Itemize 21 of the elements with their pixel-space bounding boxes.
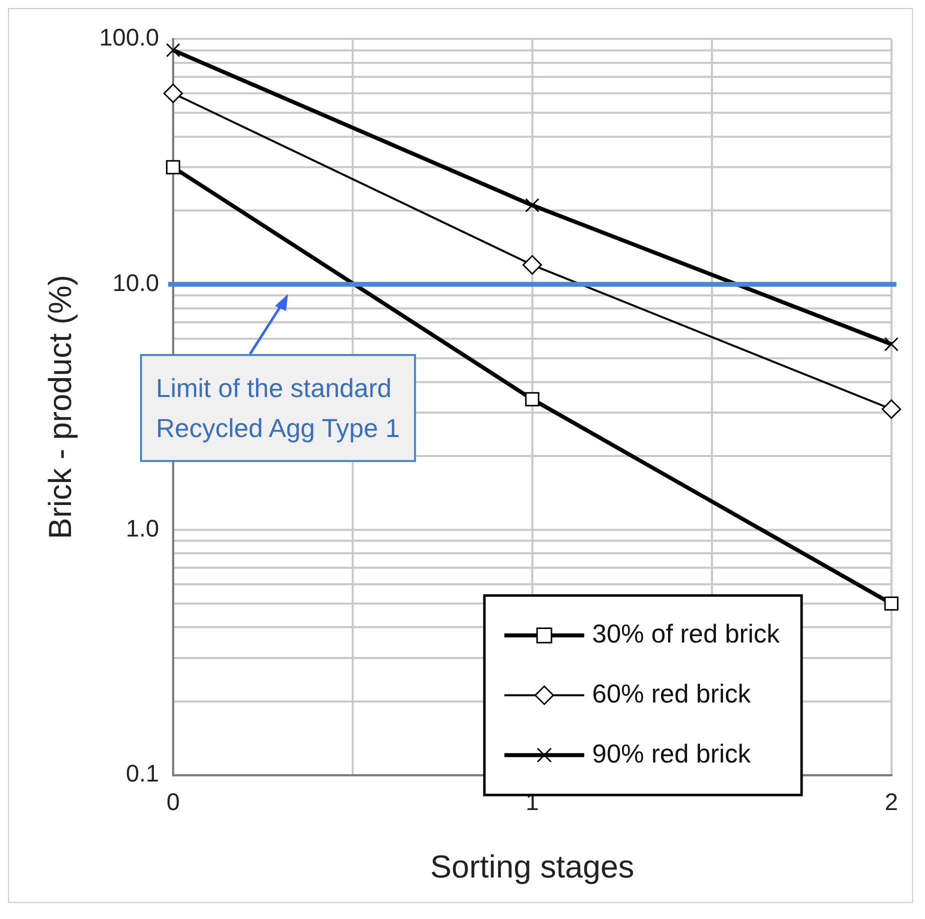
x-axis-title: Sorting stages	[430, 848, 634, 885]
point	[884, 596, 898, 611]
point	[166, 160, 180, 174]
y-axis-title: Brick - product (%)	[42, 274, 78, 540]
point	[884, 337, 898, 352]
point	[882, 399, 902, 419]
point	[525, 392, 540, 406]
y-tick-label: 10.0	[112, 270, 160, 297]
x-tick-label: 0	[166, 789, 180, 816]
legend-label: 90% red brick	[592, 740, 751, 768]
y-tick-label: 1.0	[126, 515, 160, 542]
y-tick-label: 0.1	[126, 760, 160, 788]
point	[522, 255, 542, 275]
legend-label: 30% of red brick	[592, 620, 780, 649]
point	[163, 84, 183, 104]
point	[525, 198, 540, 212]
note-box: Limit of the standard Recycled Agg Type 1	[140, 354, 416, 462]
y-tick-label: 100.0	[99, 24, 160, 52]
point	[166, 43, 180, 58]
x-tick-label: 2	[884, 789, 898, 816]
legend-label: 60% red brick	[592, 680, 751, 708]
